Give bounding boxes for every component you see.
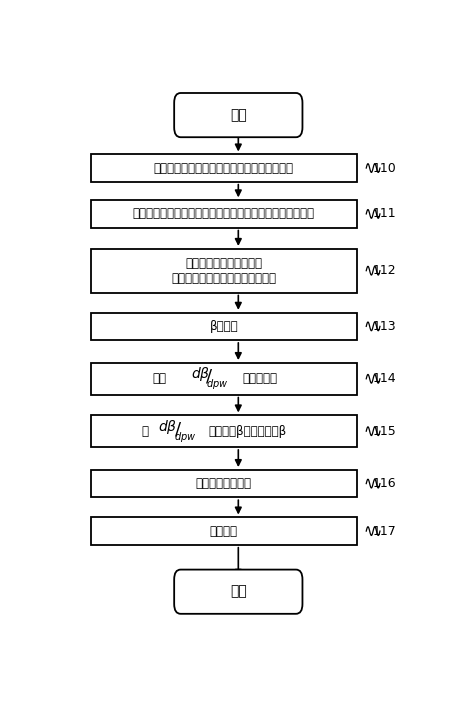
FancyBboxPatch shape xyxy=(174,569,302,614)
FancyBboxPatch shape xyxy=(91,470,357,497)
Text: /: / xyxy=(175,420,181,438)
Text: /: / xyxy=(206,367,213,386)
Text: $d\beta$: $d\beta$ xyxy=(191,365,210,384)
Text: 按多个记录媒体的测试分别设置基本记录格式: 按多个记录媒体的测试分别设置基本记录格式 xyxy=(154,162,294,174)
FancyBboxPatch shape xyxy=(91,200,357,228)
FancyBboxPatch shape xyxy=(91,415,357,447)
FancyBboxPatch shape xyxy=(91,249,357,293)
Text: 决定最小值: 决定最小值 xyxy=(242,372,278,385)
Text: 结束: 结束 xyxy=(230,585,247,598)
Text: 根据多个记录媒体设定的
记录功率范围按步进进行测试记录: 根据多个记录媒体设定的 记录功率范围按步进进行测试记录 xyxy=(172,257,276,285)
Text: $dpw$: $dpw$ xyxy=(174,430,196,444)
Text: $d\beta$: $d\beta$ xyxy=(159,418,178,436)
Text: 117: 117 xyxy=(373,525,397,537)
Text: $dpw$: $dpw$ xyxy=(206,377,228,391)
Text: 计算: 计算 xyxy=(152,372,166,385)
Text: 115: 115 xyxy=(373,425,397,437)
FancyBboxPatch shape xyxy=(174,93,302,138)
Text: 114: 114 xyxy=(373,372,397,385)
Text: 开始: 开始 xyxy=(230,108,247,122)
Text: 116: 116 xyxy=(373,477,397,490)
Text: 113: 113 xyxy=(373,320,397,333)
Text: β値计算: β値计算 xyxy=(210,320,238,333)
Text: 按多个记录媒体的测试结果分别设置记录功率的范围和步进: 按多个记录媒体的测试结果分别设置记录功率的范围和步进 xyxy=(133,208,315,220)
Text: 110: 110 xyxy=(373,162,397,174)
Text: 112: 112 xyxy=(373,264,397,277)
FancyBboxPatch shape xyxy=(91,313,357,340)
FancyBboxPatch shape xyxy=(91,518,357,545)
Text: 111: 111 xyxy=(373,208,397,220)
Text: 把: 把 xyxy=(141,425,148,437)
FancyBboxPatch shape xyxy=(91,363,357,395)
Text: 最小时的β设定为目标β: 最小时的β设定为目标β xyxy=(208,425,286,437)
Text: 设定最佳记录功率: 设定最佳记录功率 xyxy=(196,477,252,490)
FancyBboxPatch shape xyxy=(91,155,357,182)
Text: 开始记录: 开始记录 xyxy=(210,525,238,537)
